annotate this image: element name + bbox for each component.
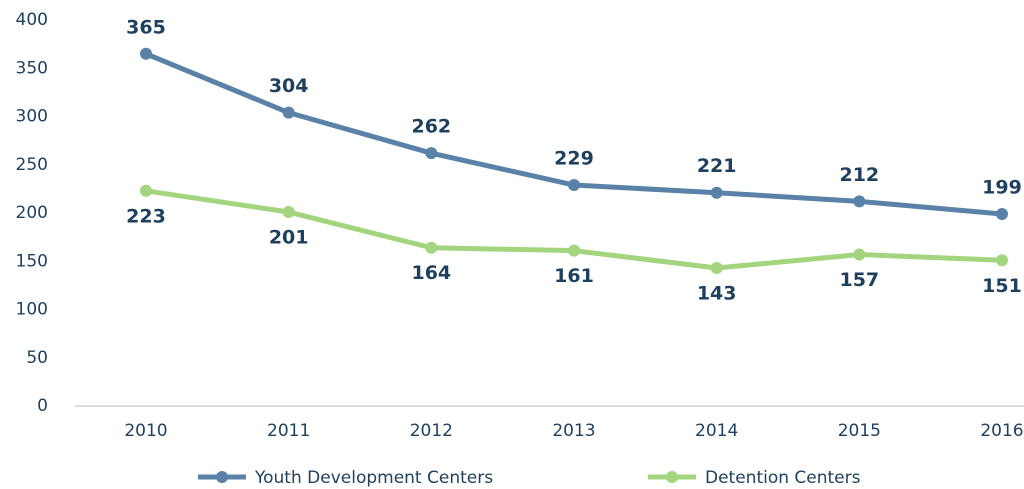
point — [710, 262, 723, 275]
data-label: 143 — [697, 283, 737, 305]
x-tick-label: 2013 — [552, 421, 595, 441]
data-label: 304 — [269, 75, 309, 97]
x-tick-label: 2014 — [695, 421, 738, 441]
point — [996, 254, 1008, 267]
y-tick-label: 400 — [16, 10, 48, 30]
data-label: 223 — [126, 205, 166, 227]
x-tick-label: 2012 — [410, 421, 453, 441]
legend-marker — [216, 471, 228, 483]
data-label: 199 — [982, 176, 1022, 198]
data-label: 161 — [554, 265, 594, 287]
legend-label: Youth Development Centers — [254, 468, 493, 488]
legend-label: Detention Centers — [705, 468, 861, 488]
point — [568, 179, 580, 192]
y-tick-label: 50 — [26, 348, 48, 368]
point — [568, 244, 580, 257]
y-tick-label: 150 — [16, 251, 48, 271]
point — [282, 106, 295, 119]
point — [996, 207, 1008, 220]
point — [425, 241, 438, 254]
point — [140, 47, 152, 60]
data-label: 151 — [982, 275, 1022, 297]
y-tick-label: 300 — [16, 107, 48, 127]
data-label: 157 — [839, 269, 879, 291]
data-label: 201 — [269, 227, 309, 249]
x-tick-label: 2011 — [267, 421, 310, 441]
point — [140, 184, 152, 197]
data-label: 212 — [839, 164, 879, 186]
y-tick-label: 0 — [37, 396, 48, 416]
y-tick-label: 100 — [16, 300, 48, 320]
point — [853, 195, 866, 208]
point — [282, 206, 295, 219]
point — [425, 147, 438, 160]
legend-marker — [666, 471, 678, 483]
x-tick-label: 2010 — [124, 421, 167, 441]
x-tick-label: 2016 — [980, 421, 1023, 441]
data-label: 164 — [411, 262, 451, 284]
point — [853, 248, 866, 261]
data-label: 229 — [554, 148, 594, 170]
y-tick-label: 200 — [16, 203, 48, 223]
data-label: 221 — [697, 155, 737, 177]
y-tick-label: 250 — [16, 155, 48, 175]
data-label: 262 — [411, 116, 451, 138]
point — [710, 186, 723, 199]
data-label: 365 — [126, 16, 166, 38]
x-tick-label: 2015 — [838, 421, 881, 441]
y-tick-label: 350 — [16, 58, 48, 78]
